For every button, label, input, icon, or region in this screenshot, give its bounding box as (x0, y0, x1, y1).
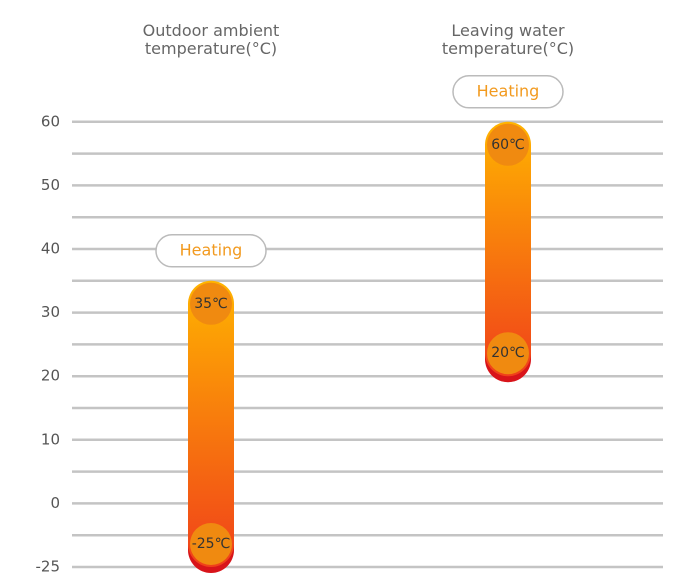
y-tick-label: 20 (41, 367, 60, 385)
category-label: Leaving water temperature(°C) (441, 21, 575, 58)
annotation: Heating (477, 81, 540, 100)
value-label: -25℃ (192, 536, 231, 552)
y-tick-label: 0 (50, 494, 60, 512)
end-cap (487, 332, 529, 375)
end-cap (487, 123, 529, 166)
annotation-pill (452, 75, 564, 109)
y-tick-label: 50 (41, 176, 60, 194)
y-tick-label: 40 (41, 240, 60, 258)
y-tick-label: 10 (41, 430, 60, 448)
value-label: 20℃ (491, 345, 525, 361)
end-cap (190, 523, 232, 565)
value-label: 60℃ (491, 137, 525, 153)
category-label: Outdoor ambient temperature(°C) (142, 21, 280, 58)
annotation-pill (155, 234, 267, 268)
y-tick-label: 60 (41, 112, 60, 130)
bar (188, 280, 234, 567)
bar (485, 121, 531, 377)
annotation: Heating (180, 240, 243, 259)
y-tick-label: 30 (41, 303, 60, 321)
value-label: 35℃ (194, 296, 228, 312)
end-cap (190, 282, 232, 325)
y-tick-label: -25 (36, 558, 61, 576)
